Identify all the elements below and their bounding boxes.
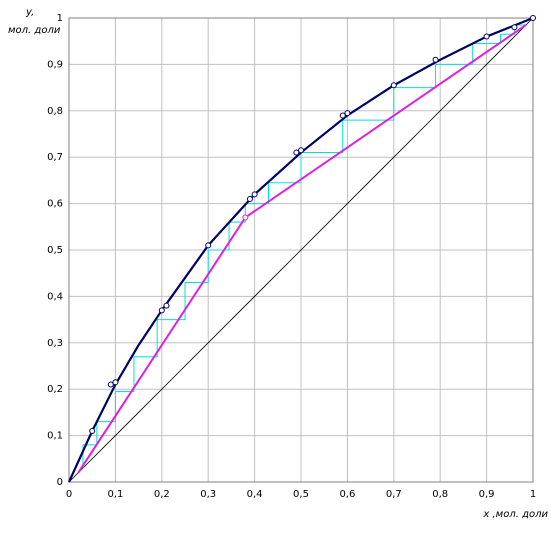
y-tick-label: 0,6 [47, 199, 63, 210]
data-point [107, 381, 114, 388]
x-label: x ,мол. доли [482, 509, 548, 520]
y-tick-label: 0,8 [47, 106, 63, 117]
data-point [293, 149, 300, 156]
y-tick-label: 0,4 [47, 291, 63, 302]
data-point [344, 110, 351, 117]
y-tick-label: 0 [57, 477, 63, 488]
x-tick-label: 0,6 [339, 489, 355, 500]
data-point [390, 82, 397, 89]
x-tick-label: 1 [530, 489, 536, 500]
data-point [158, 307, 165, 314]
data-point [251, 191, 258, 198]
plot-frame [68, 17, 534, 483]
x-tick-label: 0,2 [154, 489, 170, 500]
y-tick-label: 0,9 [47, 59, 63, 70]
y-tick-label: 0,1 [47, 431, 63, 442]
data-point [242, 214, 249, 221]
y-tick-label: 0,5 [47, 245, 63, 256]
y-tick-label: 0,2 [47, 384, 63, 395]
y-tick-label: 0,7 [47, 152, 63, 163]
x-tick-label: 0,7 [386, 489, 402, 500]
data-point [432, 56, 439, 63]
data-point [163, 302, 170, 309]
data-point [298, 147, 304, 154]
data-point [89, 427, 96, 434]
data-point [112, 379, 119, 386]
data-point [339, 112, 346, 119]
data-point [205, 242, 212, 249]
x-tick-label: 0,1 [107, 489, 123, 500]
x-tick-label: 0,5 [293, 489, 309, 500]
data-point [483, 33, 490, 40]
x-tick-label: 0,8 [432, 489, 448, 500]
series-line [68, 17, 534, 483]
data-point [511, 24, 518, 31]
x-tick-label: 0 [66, 489, 72, 500]
data-point [246, 195, 253, 202]
x-tick-label: 0,9 [479, 489, 495, 500]
data-point [530, 15, 536, 21]
y-tick-label: 0,3 [47, 338, 63, 349]
y-label: y, [25, 7, 34, 18]
x-tick-label: 0,3 [200, 489, 216, 500]
y-tick-label: 1 [57, 13, 63, 24]
x-tick-label: 0,4 [247, 489, 263, 500]
y-label: мол. доли [8, 25, 61, 36]
